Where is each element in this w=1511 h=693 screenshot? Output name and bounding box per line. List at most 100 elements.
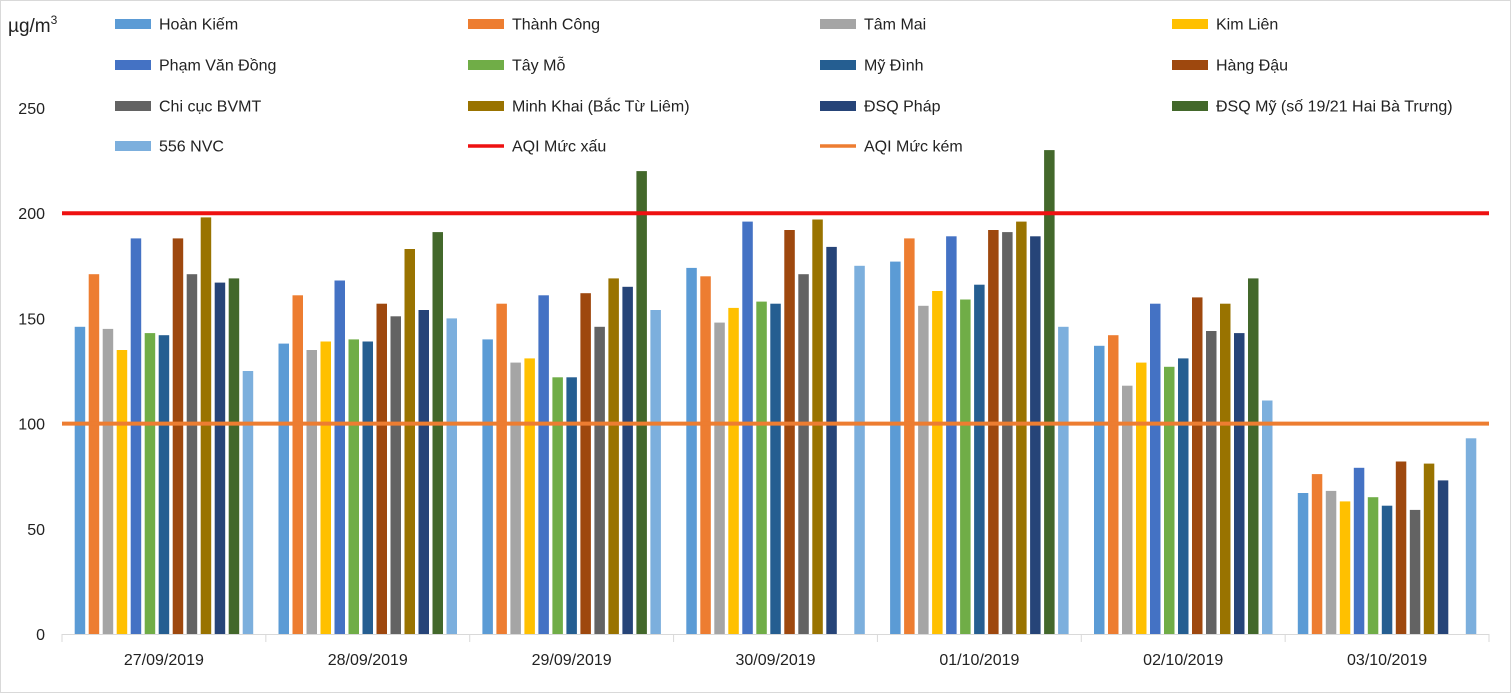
legend-label: ĐSQ Mỹ (số 19/21 Hai Bà Trưng) <box>1216 99 1453 116</box>
y-tick-label: 50 <box>27 522 45 539</box>
bar-hoan-kiem <box>890 261 901 634</box>
bar-chi-cuc-bvmt <box>1002 232 1013 634</box>
bar-kim-lien <box>728 307 739 634</box>
bars <box>74 150 1477 635</box>
legend-label: Phạm Văn Đồng <box>159 58 276 75</box>
x-axis: 27/09/2019 28/09/2019 29/09/2019 30/09/2019… <box>61 634 1490 669</box>
bar-minh-khai-bac-tu-liem <box>1423 463 1435 634</box>
bar-kim-lien <box>320 341 331 634</box>
bar-dsq-phap <box>418 310 429 634</box>
bar-hoan-kiem <box>686 267 697 634</box>
bar-pham-van-dong <box>334 280 345 634</box>
bar-hang-dau <box>988 230 999 634</box>
bar-pham-van-dong <box>1150 303 1161 634</box>
bar-my-dinh <box>770 303 781 634</box>
legend-label: Mỹ Đình <box>864 58 924 75</box>
bar-pham-van-dong <box>130 238 142 634</box>
bar-minh-khai-bac-tu-liem <box>1016 221 1027 634</box>
bar-tam-mai <box>714 322 725 634</box>
legend-label: Hàng Đậu <box>1216 58 1288 75</box>
legend-swatch <box>115 19 151 29</box>
bar-hoan-kiem <box>1297 493 1309 634</box>
bar-kim-lien <box>524 358 535 634</box>
legend-label: Chi cục BVMT <box>159 99 261 116</box>
bar-hang-dau <box>784 230 795 634</box>
bar-thanh-cong <box>292 295 303 634</box>
legend-swatch <box>820 101 856 111</box>
legend-swatch <box>115 141 151 151</box>
bar-tay-mo <box>1164 366 1175 634</box>
bar-chi-cuc-bvmt <box>186 274 198 634</box>
bar-thanh-cong <box>1311 474 1323 634</box>
legend-item-minh-khai-bac-tu-liem: Minh Khai (Bắc Từ Liêm) <box>468 97 690 116</box>
legend-label: ĐSQ Pháp <box>864 99 941 116</box>
bar-thanh-cong <box>496 303 507 634</box>
bar-my-dinh <box>1178 358 1189 634</box>
legend-item-dsq-phap: ĐSQ Pháp <box>820 99 941 116</box>
legend-item-dsq-my-so-19-21-hai-ba-trung: ĐSQ Mỹ (số 19/21 Hai Bà Trưng) <box>1172 99 1453 116</box>
bar-hoan-kiem <box>74 326 86 634</box>
legend-swatch <box>468 60 504 70</box>
bar-minh-khai-bac-tu-liem <box>812 219 823 634</box>
bar-chi-cuc-bvmt <box>798 274 809 634</box>
y-axis-ticks: 0 50 100 150 200 250 <box>18 101 45 644</box>
bar-hoan-kiem <box>1094 345 1105 634</box>
y-tick-label: 150 <box>18 311 45 328</box>
bar-thanh-cong <box>1108 335 1119 634</box>
bar-chi-cuc-bvmt <box>1409 509 1421 634</box>
bar-chi-cuc-bvmt <box>390 316 401 634</box>
bar-my-dinh <box>1381 505 1393 634</box>
bar-tay-mo <box>756 301 767 634</box>
bar-dsq-phap <box>826 246 837 634</box>
legend-swatch <box>1172 60 1208 70</box>
bar-my-dinh <box>362 341 373 634</box>
bar-dsq-phap <box>1030 236 1041 635</box>
bar-chi-cuc-bvmt <box>594 326 605 634</box>
bar-tay-mo <box>960 299 971 634</box>
bar-pham-van-dong <box>1353 467 1365 634</box>
bar-hoan-kiem <box>278 343 289 634</box>
legend-item-tay-mo: Tây Mỗ <box>468 56 565 75</box>
legend-item-tam-mai: Tâm Mai <box>820 17 926 34</box>
bar-556-nvc <box>1465 438 1477 634</box>
bar-minh-khai-bac-tu-liem <box>404 249 415 634</box>
x-tick-label: 01/10/2019 <box>939 652 1019 669</box>
bar-556-nvc <box>446 318 457 634</box>
legend-label: Kim Liên <box>1216 17 1278 34</box>
x-tick-label: 30/09/2019 <box>735 652 815 669</box>
legend-label: Minh Khai (Bắc Từ Liêm) <box>512 97 690 116</box>
bar-tam-mai <box>510 362 521 634</box>
bar-kim-lien <box>932 291 943 634</box>
legend-label: Hoàn Kiếm <box>159 17 238 34</box>
y-axis-label: µg/m3 <box>8 13 58 37</box>
legend-swatch <box>468 101 504 111</box>
bar-556-nvc <box>1058 326 1069 634</box>
bar-my-dinh <box>974 284 985 634</box>
bar-minh-khai-bac-tu-liem <box>608 278 619 634</box>
legend-item-hang-dau: Hàng Đậu <box>1172 58 1288 75</box>
bar-tay-mo <box>552 377 563 634</box>
bar-556-nvc <box>854 265 865 634</box>
bar-hang-dau <box>376 303 387 634</box>
legend: Hoàn Kiếm Thành Công Tâm Mai Kim Liên Phạm V… <box>115 17 1453 156</box>
legend-label: Tây Mỗ <box>512 56 565 75</box>
bar-tam-mai <box>1325 490 1337 634</box>
bar-tay-mo <box>348 339 359 634</box>
bar-my-dinh <box>158 335 170 634</box>
legend-item-hoan-kiem: Hoàn Kiếm <box>115 17 238 34</box>
bar-dsq-my-so-19-21-hai-ba-trung <box>1248 278 1259 634</box>
legend-item-aqi-muc-kem: AQI Mức kém <box>820 139 963 156</box>
legend-item-pham-van-dong: Phạm Văn Đồng <box>115 58 276 75</box>
bar-tam-mai <box>918 305 929 634</box>
bar-dsq-my-so-19-21-hai-ba-trung <box>228 278 240 634</box>
bar-pham-van-dong <box>538 295 549 634</box>
legend-swatch <box>468 19 504 29</box>
legend-swatch <box>115 60 151 70</box>
bar-thanh-cong <box>700 276 711 634</box>
bar-pham-van-dong <box>742 221 753 634</box>
bar-dsq-my-so-19-21-hai-ba-trung <box>432 232 443 634</box>
legend-item-aqi-muc-xau: AQI Mức xấu <box>468 139 606 156</box>
bar-my-dinh <box>566 377 577 634</box>
legend-label: 556 NVC <box>159 139 224 156</box>
